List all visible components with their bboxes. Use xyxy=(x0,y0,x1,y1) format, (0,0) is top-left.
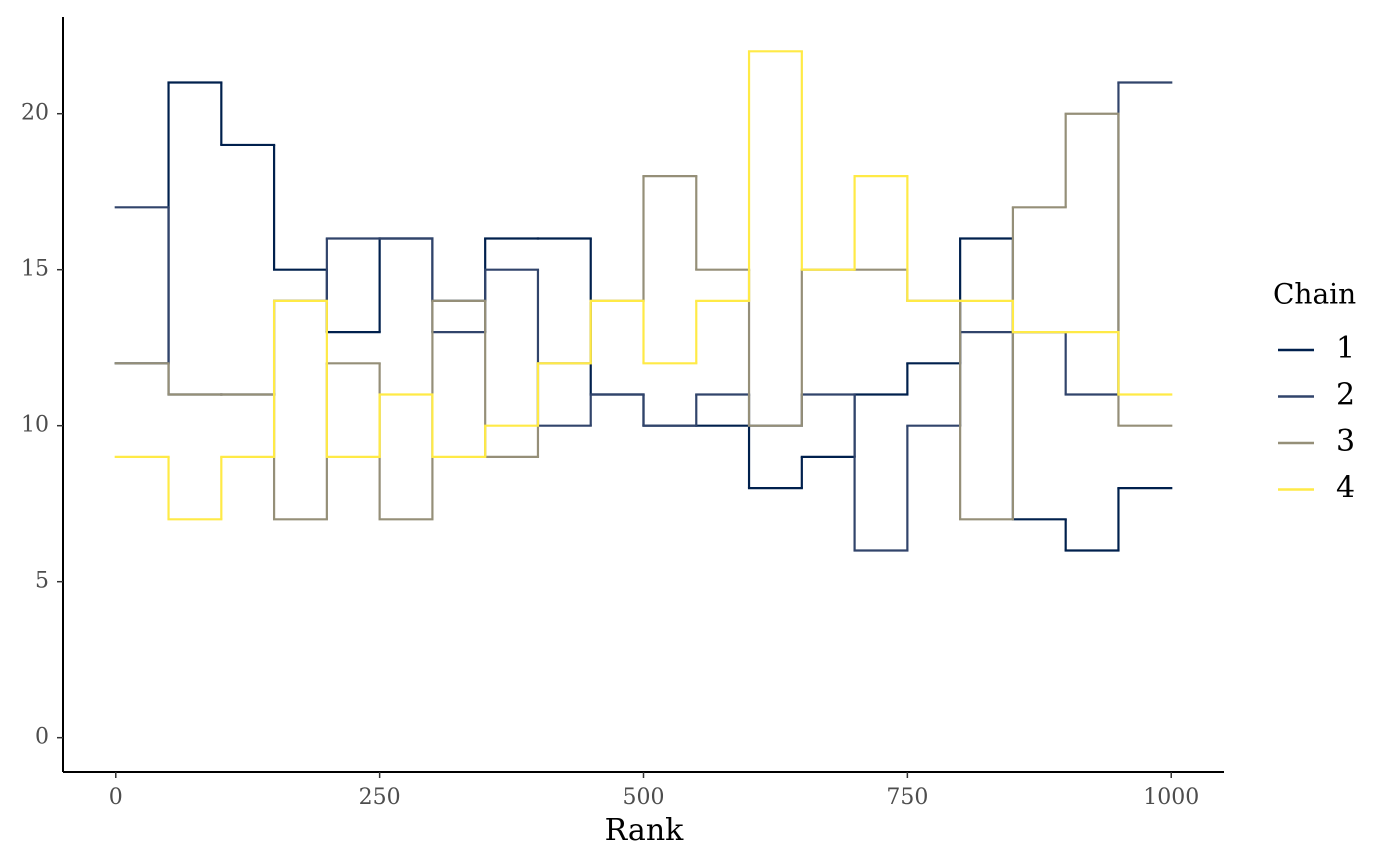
legend-title: Chain xyxy=(1273,278,1356,311)
x-tick-label: 750 xyxy=(886,785,928,810)
x-axis-title: Rank xyxy=(605,813,684,848)
legend-label: 3 xyxy=(1336,424,1355,459)
y-tick-label: 10 xyxy=(21,413,49,438)
x-tick-label: 1000 xyxy=(1143,785,1199,810)
y-tick-label: 0 xyxy=(35,725,49,750)
x-tick-label: 0 xyxy=(109,785,123,810)
x-tick-label: 500 xyxy=(623,785,665,810)
legend-label: 1 xyxy=(1336,331,1355,366)
y-tick-label: 5 xyxy=(35,569,49,594)
x-tick-label: 250 xyxy=(359,785,401,810)
y-tick-label: 20 xyxy=(21,101,49,126)
legend-label: 4 xyxy=(1336,471,1355,506)
legend-label: 2 xyxy=(1336,378,1355,413)
y-tick-label: 15 xyxy=(21,257,49,282)
